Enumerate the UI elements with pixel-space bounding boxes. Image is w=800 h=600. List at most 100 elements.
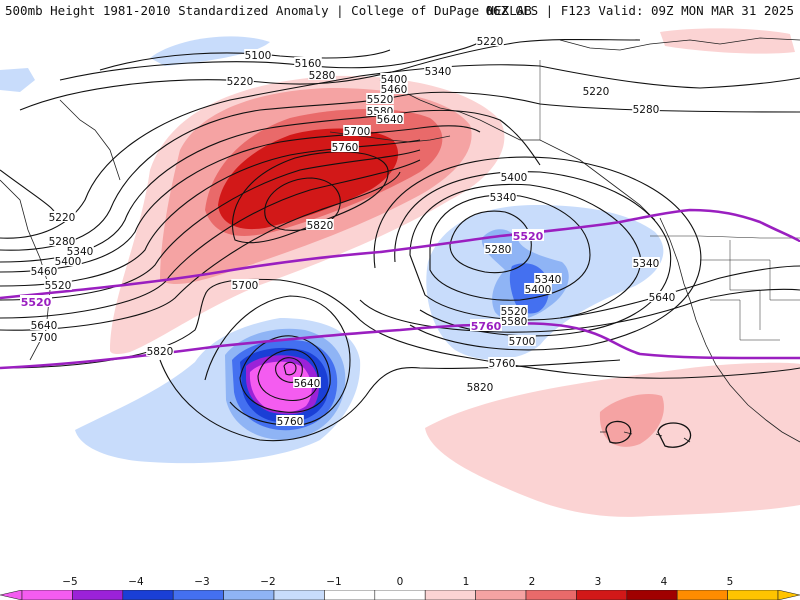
color-scale-segment xyxy=(72,590,124,600)
highlight-contour-label: 5520 xyxy=(513,230,544,243)
contour-label-bg xyxy=(308,69,336,80)
contour-label-bg xyxy=(508,335,536,346)
color-scale-segment xyxy=(475,590,527,600)
color-scale-segment xyxy=(223,590,275,600)
contour-label: 5220 xyxy=(49,212,76,224)
contour-label-bg xyxy=(30,331,58,342)
contour-label-bg xyxy=(476,35,504,46)
color-scale-segment xyxy=(727,590,779,600)
contour-label-bg xyxy=(231,279,259,290)
contour-label: 5100 xyxy=(245,50,272,62)
color-scale-segment xyxy=(424,590,476,600)
contour-central-low-2 xyxy=(429,194,591,301)
contour-5820-ring xyxy=(264,177,341,231)
contour-label-bg xyxy=(146,345,174,356)
color-scale-segment xyxy=(273,590,325,600)
contour-central-low-1 xyxy=(449,210,532,274)
coastline-arctic xyxy=(559,37,800,51)
header: 500mb Height 1981-2010 Standardized Anom… xyxy=(0,0,800,20)
highlight-labels: 5520 5520 5760 xyxy=(20,229,544,333)
contour-label: 5400 xyxy=(501,172,528,184)
contour-label: 5760 xyxy=(277,416,304,428)
color-scale-segment xyxy=(374,590,426,600)
highlight-label-bg xyxy=(512,229,544,241)
contour-label: 5700 xyxy=(509,336,536,348)
contour-label-bg xyxy=(343,125,371,136)
highlight-label-bg xyxy=(470,319,502,331)
contour-label: 5280 xyxy=(633,104,660,116)
contour-5460-a xyxy=(0,125,481,273)
contour-label: 5580 xyxy=(501,316,528,328)
coastline-asia-2 xyxy=(59,99,121,181)
color-scale-segment xyxy=(676,590,728,600)
contour-label-bg xyxy=(226,75,254,86)
contour-label: 5340 xyxy=(633,258,660,270)
contour-label-bg xyxy=(366,93,394,104)
state-border-3 xyxy=(710,299,780,341)
color-scale-tick-label: −2 xyxy=(260,576,276,588)
contour-label-bg xyxy=(380,73,408,84)
contour-central-low-5 xyxy=(373,156,702,351)
contour-5820-south xyxy=(0,278,800,379)
color-scale-segment xyxy=(576,590,628,600)
color-scale-segment xyxy=(172,590,224,600)
height-contours xyxy=(0,38,800,448)
color-scale-tick-label: 1 xyxy=(462,576,470,588)
contour-label-bg xyxy=(366,105,394,116)
color-scale-segment xyxy=(21,590,73,600)
contour-label-bg xyxy=(48,211,76,222)
color-scale-tick-label: −4 xyxy=(128,576,144,588)
contour-label: 5220 xyxy=(227,76,254,88)
contour-label-bg xyxy=(48,235,76,246)
color-scale-tick-label: 2 xyxy=(528,576,536,588)
coastline-us-west xyxy=(659,217,800,443)
contour-label: 5820 xyxy=(147,346,174,358)
color-scale-tick-label: 4 xyxy=(660,576,668,588)
color-scale-segment xyxy=(324,590,376,600)
coastline-alaska xyxy=(379,79,656,221)
contour-label: 5820 xyxy=(467,382,494,394)
contour-label-bg xyxy=(534,273,562,284)
contour-label-bg xyxy=(293,377,321,388)
neg-anomaly-weak-nw xyxy=(150,36,270,66)
state-border-1 xyxy=(729,240,761,330)
color-scale-segment xyxy=(122,590,174,600)
contour-label-bg xyxy=(331,141,359,152)
contour-label-bg xyxy=(484,243,512,254)
contour-5580-east xyxy=(559,265,800,319)
highlight-contour-label: 5760 xyxy=(471,320,502,333)
contour-label: 5520 xyxy=(367,94,394,106)
contour-label: 5400 xyxy=(525,284,552,296)
contour-label-bg xyxy=(66,245,94,256)
contour-label: 5700 xyxy=(31,332,58,344)
contour-label: 5640 xyxy=(649,292,676,304)
contour-label: 5160 xyxy=(295,58,322,70)
color-scale-segment xyxy=(525,590,577,600)
contour-label-bg xyxy=(632,103,660,114)
contour-label: 5220 xyxy=(477,36,504,48)
contour-label: 5340 xyxy=(425,66,452,78)
contour-hawaii-loop xyxy=(605,420,692,448)
contour-label: 5640 xyxy=(377,114,404,126)
contour-label: 5760 xyxy=(489,358,516,370)
color-scale-tick-label: 3 xyxy=(594,576,602,588)
pos-anomaly-se-1 xyxy=(599,393,664,447)
color-scale-arrow-left xyxy=(0,590,23,600)
contour-label-bg xyxy=(648,291,676,302)
color-scale-tick-label: −3 xyxy=(194,576,210,588)
contour-5580-a xyxy=(0,149,421,301)
contour-label-bg xyxy=(632,257,660,268)
contour-label: 5760 xyxy=(332,142,359,154)
contour-label-bg xyxy=(488,357,516,368)
contour-label-bg xyxy=(500,171,528,182)
contour-label-bg xyxy=(44,279,72,290)
contour-label-bg xyxy=(276,415,304,426)
color-scale-tick-label: −5 xyxy=(62,576,78,588)
anomaly-map: 5100 5160 5220 5220 5280 5340 5400 5460 5520 5580… xyxy=(0,20,800,570)
contour-low-ring-1 xyxy=(239,335,331,413)
color-scale-tick-label: 0 xyxy=(396,576,404,588)
contour-5280-a xyxy=(0,64,800,239)
contour-label: 5700 xyxy=(344,126,371,138)
